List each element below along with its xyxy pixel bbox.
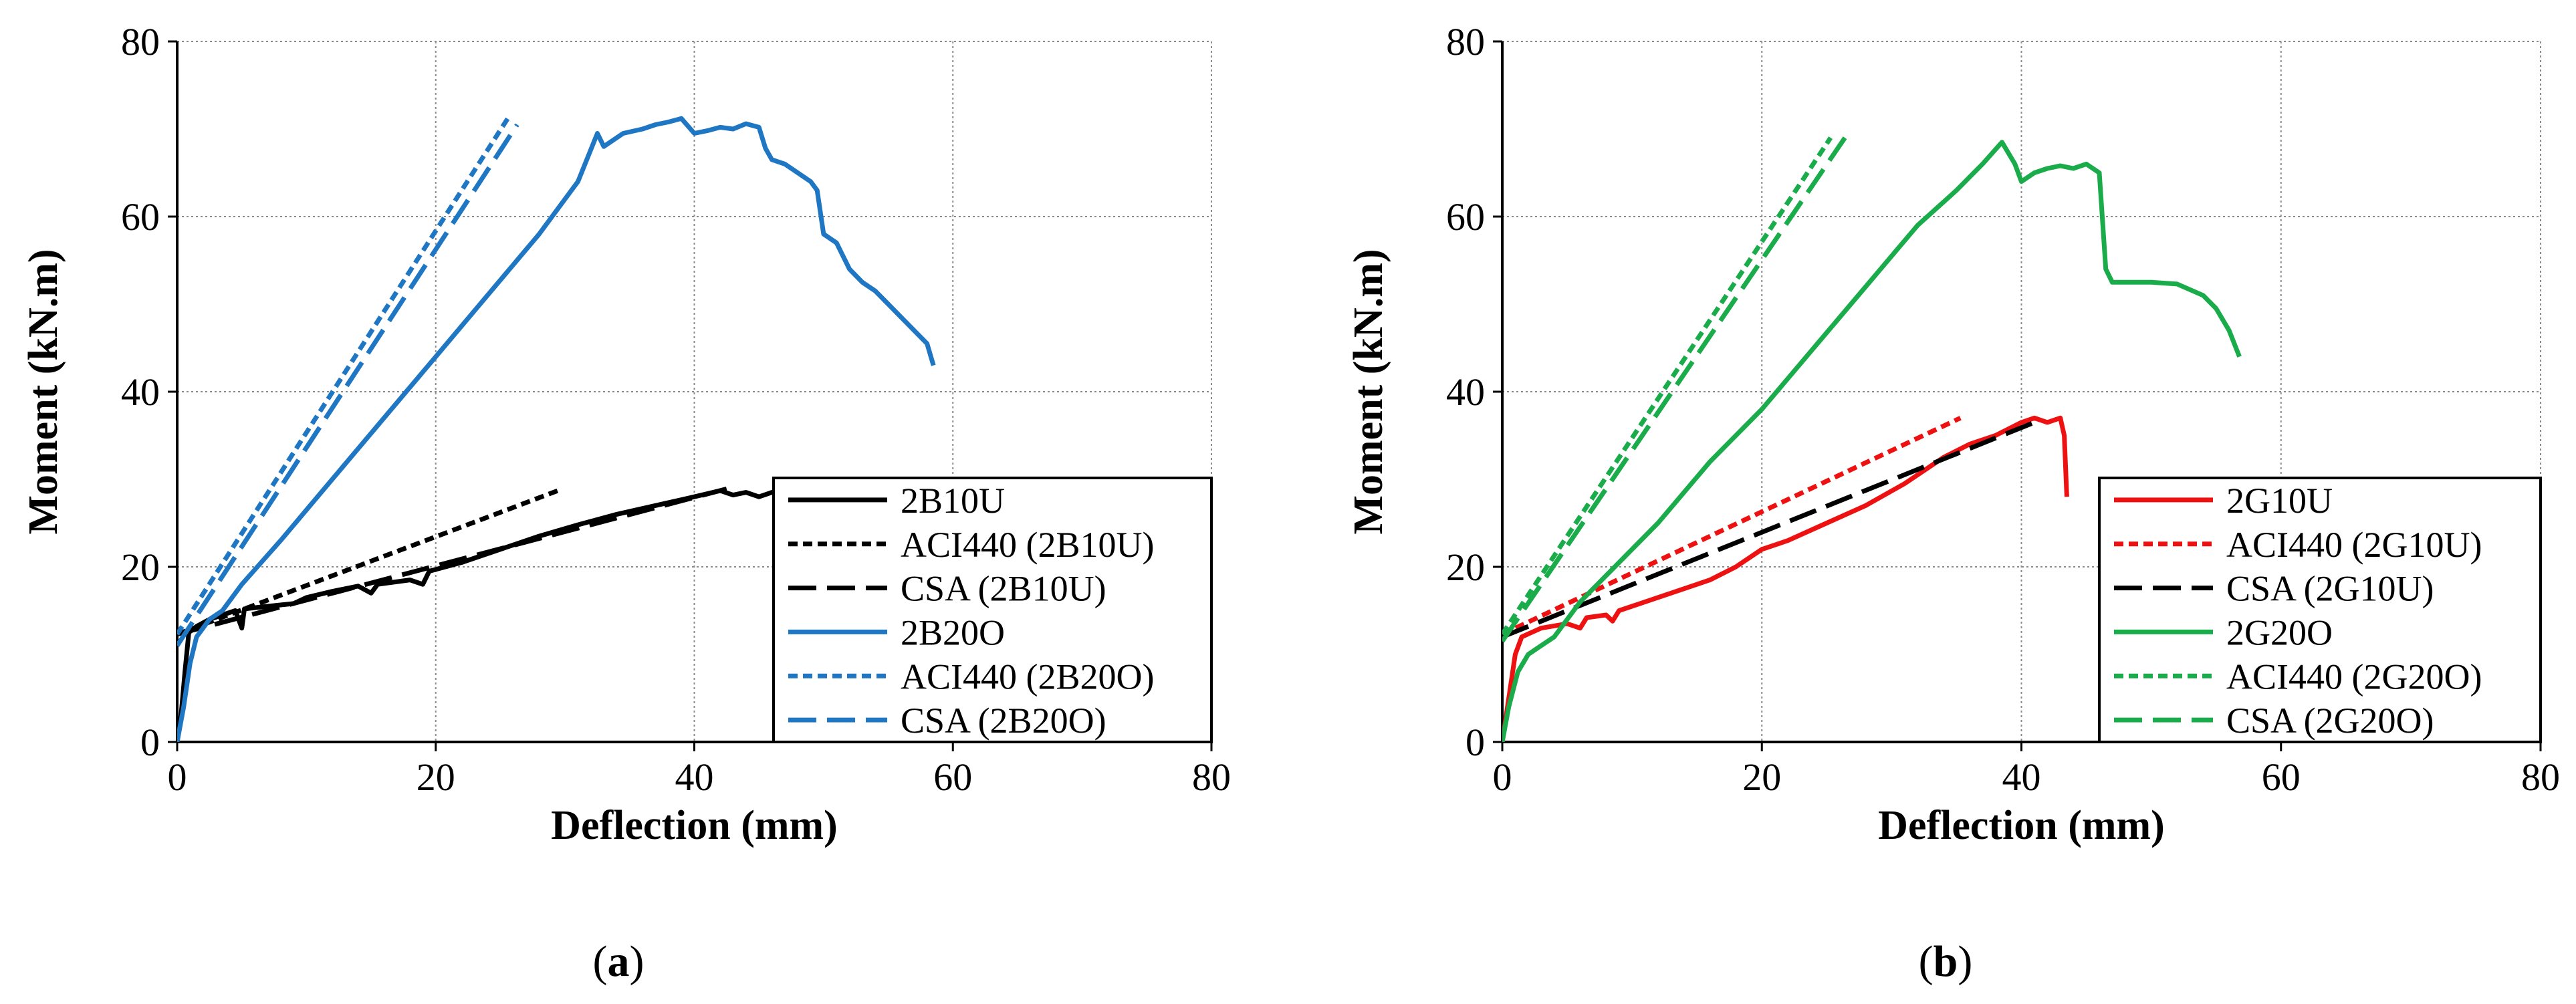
y-tick-label: 0 [140,721,160,764]
x-axis-title: Deflection (mm) [551,803,838,848]
legend-label: ACI440 (2G20O) [2226,656,2482,697]
panel-b: 0 20 40 60 80 0 20 40 60 80 Deflection (mm) Moment … [1346,20,2560,986]
y-tick-label: 60 [121,195,160,239]
y-tick-label: 20 [121,545,160,589]
y-axis-title: Moment (kN.m) [1346,249,1391,534]
legend-label: CSA (2B10U) [901,569,1106,609]
y-tick-label: 40 [121,370,160,414]
legend-label: 2B10U [901,481,1005,521]
panel-label: (a) [593,937,645,986]
y-tick-label: 80 [121,20,160,64]
x-tick-label: 0 [1493,755,1512,799]
legend-label: CSA (2B20O) [901,701,1106,741]
legend-label: CSA (2G10U) [2226,569,2434,609]
x-tick-label: 40 [675,755,714,799]
legend-label: ACI440 (2B10U) [901,525,1154,565]
panel-label-close: ) [1958,937,1972,986]
legend-label: CSA (2G20O) [2226,701,2434,741]
x-tick-label: 0 [168,755,187,799]
series-line-aci440-2g20o [1502,136,1833,636]
y-tick-label: 0 [1466,721,1485,764]
panel-label-close: ) [630,937,645,986]
series-line-2g20o [1502,140,2242,742]
x-tick-label: 60 [933,755,972,799]
x-tick-label: 40 [2002,755,2041,799]
x-tick-label: 80 [2521,755,2560,799]
legend-label: 2G20O [2226,612,2333,652]
x-axis-title: Deflection (mm) [1878,803,2165,848]
legend-box [2098,477,2542,743]
panel-label-letter: b [1934,937,1958,986]
x-tick-label: 80 [1192,755,1231,799]
y-tick-label: 20 [1446,545,1485,589]
panel-label: (b) [1919,937,1973,986]
legend-label: ACI440 (2G10U) [2226,525,2482,565]
series-group [177,114,936,742]
panel-label-open: ( [1919,937,1934,986]
legend-label: 2B20O [901,612,1005,652]
x-tick-label: 20 [417,755,455,799]
y-tick-label: 80 [1446,20,1485,64]
series-line-csa-2b20o [177,123,519,647]
series-line-2g10u [1502,415,2069,742]
y-tick-label: 40 [1446,370,1485,414]
series-line-aci440-2g10u [1502,416,1962,637]
legend-label: ACI440 (2B20O) [901,656,1154,697]
series-line-2b20o [177,116,936,742]
series-line-csa-2b10u [177,487,727,637]
series-line-csa-2g20o [1502,136,1847,643]
y-tick-label: 60 [1446,195,1485,239]
legend-label: 2G10U [2226,481,2333,521]
panel-a: 0 20 40 60 80 0 20 40 60 80 Deflection (mm) Moment … [21,20,1231,986]
y-axis-title: Moment (kN.m) [21,249,66,534]
series-line-csa-2g10u [1502,420,2036,640]
x-tick-label: 60 [2262,755,2301,799]
x-tick-label: 20 [1742,755,1781,799]
series-line-aci440-2b20o [177,114,511,636]
legend-box [772,477,1213,743]
panel-label-letter: a [608,937,630,986]
panel-label-open: ( [593,937,608,986]
series-line-aci440-2b10u [177,487,564,637]
series-group [1502,136,2242,742]
